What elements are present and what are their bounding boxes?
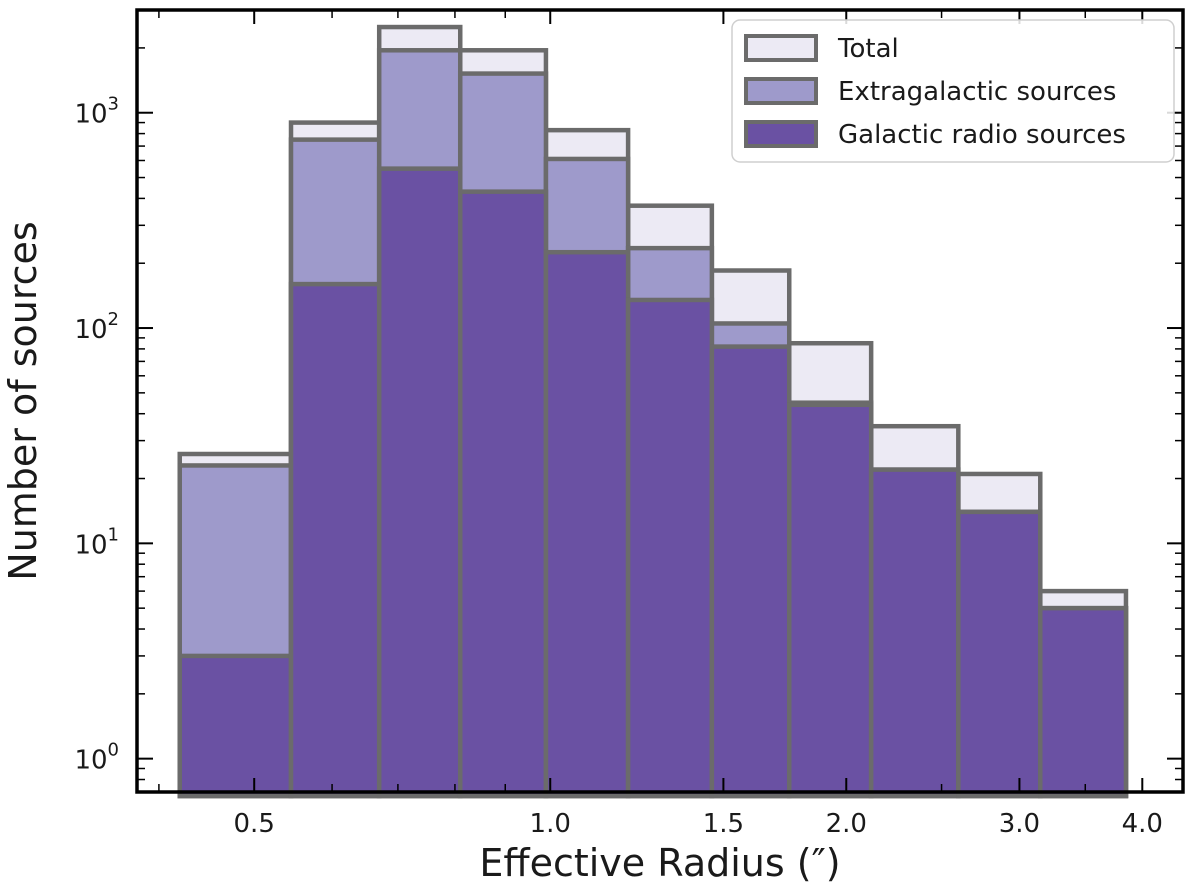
x-tick-label-3: 2.0 [826,809,867,839]
bar-galactic-radio-sources-8 [868,467,961,799]
y-tick-label-2: 102 [74,309,119,345]
x-tick-label-5: 4.0 [1122,809,1163,839]
histogram-bars [177,24,1129,799]
y-axis-label: Number of sources [1,221,45,580]
bar-galactic-radio-sources-3 [457,189,549,799]
x-tick-label-4: 3.0 [999,809,1040,839]
y-tick-label-1: 101 [74,524,119,560]
bar-galactic-radio-sources-0 [177,653,294,799]
y-tick-label-3: 103 [74,94,119,130]
bar-galactic-radio-sources-7 [786,402,874,799]
legend-swatch-extragalactic-sources [744,77,818,105]
legend-label-total: Total [837,34,899,64]
legend-label-extragalactic-sources: Extragalactic sources [838,77,1116,107]
plot-frame [135,8,1185,794]
bar-galactic-radio-sources-5 [625,297,715,799]
y-tick-labels: 100 101 102 103 [74,94,119,776]
legend: Total Extragalactic sources Galactic radio… [731,19,1175,163]
legend-swatch-galactic-radio-sources [744,120,818,148]
legend-swatch-total [744,34,818,62]
x-axis-label: Effective Radius (″) [479,841,840,885]
bar-galactic-radio-sources-2 [376,166,463,799]
x-tick-label-0: 0.5 [234,809,275,839]
bar-galactic-radio-sources-6 [709,344,792,799]
x-tick-label-2: 1.5 [703,809,744,839]
x-tick-labels: 0.5 1.0 1.5 2.0 3.0 4.0 [234,809,1163,839]
bar-galactic-radio-sources-10 [1038,605,1129,799]
y-tick-label-0: 100 [74,740,119,776]
x-tick-label-1: 1.0 [530,809,571,839]
legend-label-galactic-radio-sources: Galactic radio sources [838,120,1126,150]
bar-galactic-radio-sources-1 [288,281,382,799]
legend-box [731,19,1175,163]
bar-galactic-radio-sources-9 [956,509,1043,799]
bar-galactic-radio-sources-4 [543,249,631,799]
